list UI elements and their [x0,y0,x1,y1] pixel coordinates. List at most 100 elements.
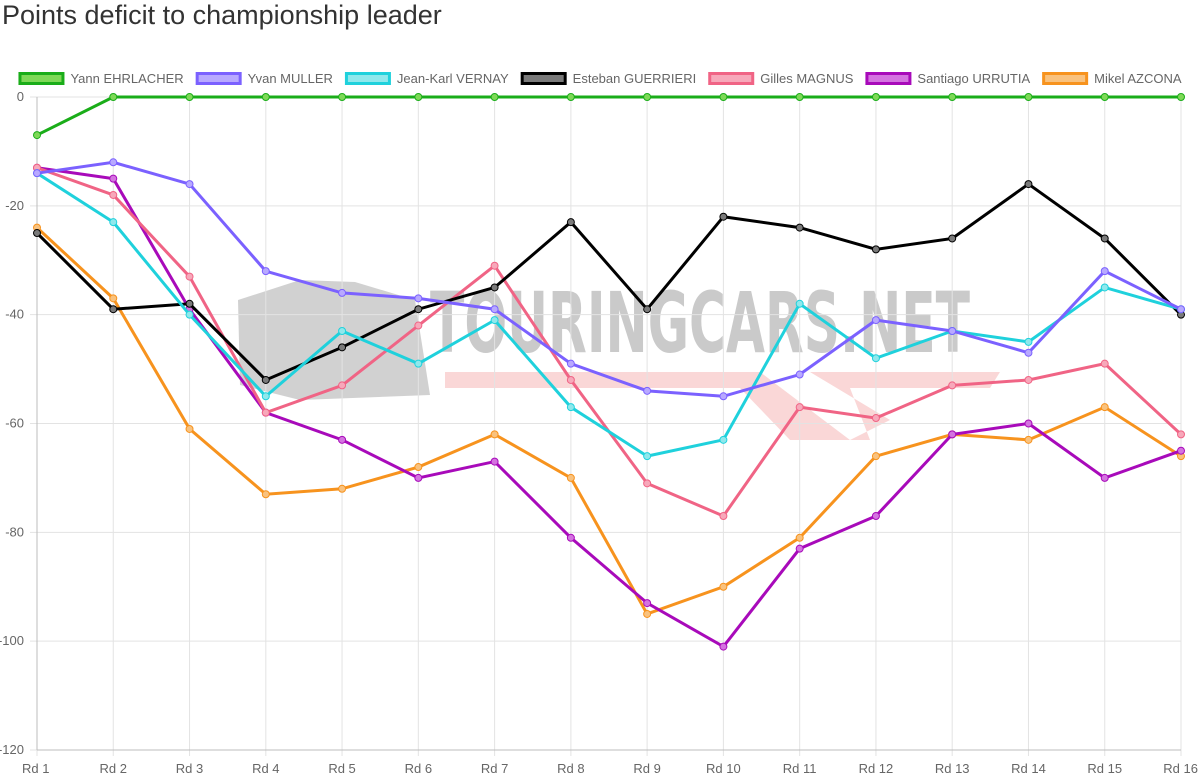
data-point[interactable] [795,370,804,379]
data-point[interactable] [871,354,880,363]
legend-item-gilles-magnus[interactable]: Gilles MAGNUS [708,71,854,86]
data-point[interactable] [566,375,575,384]
data-point[interactable] [490,430,499,439]
data-point[interactable] [414,93,423,101]
data-point[interactable] [185,310,194,319]
data-point[interactable] [33,229,41,238]
data-point[interactable] [719,435,728,444]
data-point[interactable] [566,359,575,368]
data-point[interactable] [1177,430,1185,439]
data-point[interactable] [719,93,728,101]
data-point[interactable] [261,375,270,384]
data-point[interactable] [414,321,423,330]
data-point[interactable] [414,294,423,303]
data-point[interactable] [1024,348,1033,357]
data-point[interactable] [719,512,728,521]
data-point[interactable] [1100,473,1109,482]
data-point[interactable] [1100,283,1109,292]
legend-item-mikel-azcona[interactable]: Mikel AZCONA [1042,71,1182,86]
data-point[interactable] [871,245,880,254]
data-point[interactable] [566,533,575,542]
data-point[interactable] [338,93,347,101]
data-point[interactable] [185,272,194,281]
data-point[interactable] [719,582,728,591]
legend-item-santiago-urrutia[interactable]: Santiago URRUTIA [865,71,1031,86]
data-point[interactable] [490,305,499,314]
data-point[interactable] [261,490,270,499]
data-point[interactable] [871,512,880,521]
data-point[interactable] [719,642,728,651]
data-point[interactable] [1024,180,1033,189]
data-point[interactable] [338,343,347,352]
data-point[interactable] [566,218,575,227]
data-point[interactable] [795,223,804,232]
data-point[interactable] [109,174,118,183]
data-point[interactable] [948,326,957,335]
data-point[interactable] [261,408,270,417]
legend-item-esteban-guerrieri[interactable]: Esteban GUERRIERI [520,71,696,86]
legend[interactable]: Yann EHRLACHER Yvan MULLER Jean-Karl VERNA… [18,71,1182,86]
legend-item-yann-ehrlacher[interactable]: Yann EHRLACHER [18,71,184,86]
data-point[interactable] [795,93,804,101]
data-point[interactable] [643,599,652,608]
data-point[interactable] [795,403,804,412]
data-point[interactable] [490,316,499,325]
data-point[interactable] [1024,419,1033,428]
data-point[interactable] [1100,403,1109,412]
data-point[interactable] [643,609,652,618]
data-point[interactable] [871,452,880,461]
data-point[interactable] [1100,234,1109,243]
data-point[interactable] [948,430,957,439]
data-point[interactable] [185,299,194,308]
legend-item-yvan-muller[interactable]: Yvan MULLER [195,71,333,86]
data-point[interactable] [1100,359,1109,368]
data-point[interactable] [109,218,118,227]
data-point[interactable] [490,261,499,270]
data-point[interactable] [261,267,270,276]
data-point[interactable] [109,294,118,303]
data-point[interactable] [109,190,118,199]
data-point[interactable] [109,158,118,167]
data-point[interactable] [566,93,575,101]
data-point[interactable] [338,288,347,297]
data-point[interactable] [1024,375,1033,384]
legend-item-jean-karl-vernay[interactable]: Jean-Karl VERNAY [344,71,509,86]
data-point[interactable] [261,93,270,101]
data-point[interactable] [338,326,347,335]
data-point[interactable] [261,392,270,401]
data-point[interactable] [490,283,499,292]
data-point[interactable] [1177,446,1185,455]
data-point[interactable] [1024,435,1033,444]
data-point[interactable] [33,131,41,140]
data-point[interactable] [643,479,652,488]
data-point[interactable] [338,484,347,493]
data-point[interactable] [1100,267,1109,276]
data-point[interactable] [414,463,423,472]
data-point[interactable] [33,169,41,178]
data-point[interactable] [871,316,880,325]
data-point[interactable] [109,305,118,314]
data-point[interactable] [490,457,499,466]
data-point[interactable] [338,381,347,390]
data-point[interactable] [1100,93,1109,101]
data-point[interactable] [185,93,194,101]
data-point[interactable] [566,403,575,412]
data-point[interactable] [1177,93,1185,101]
data-point[interactable] [566,473,575,482]
data-point[interactable] [871,93,880,101]
data-point[interactable] [109,93,118,101]
data-point[interactable] [414,305,423,314]
data-point[interactable] [643,452,652,461]
data-point[interactable] [719,392,728,401]
data-point[interactable] [414,359,423,368]
data-point[interactable] [1024,337,1033,346]
data-point[interactable] [719,212,728,221]
data-point[interactable] [1177,305,1185,314]
data-point[interactable] [948,93,957,101]
data-point[interactable] [795,299,804,308]
data-point[interactable] [795,533,804,542]
data-point[interactable] [948,234,957,243]
data-point[interactable] [490,93,499,101]
data-point[interactable] [643,93,652,101]
data-point[interactable] [185,424,194,433]
